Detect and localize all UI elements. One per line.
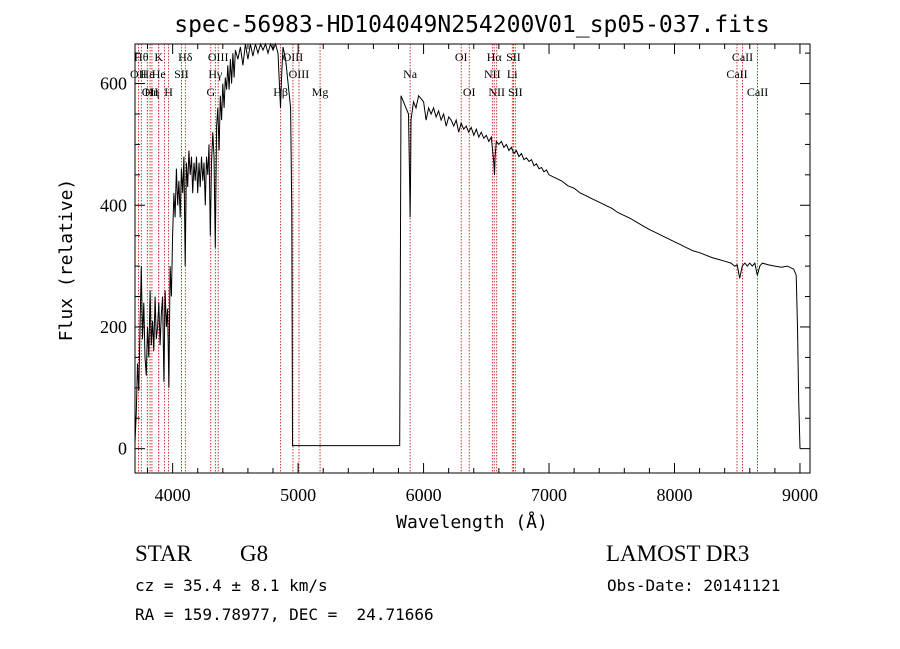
- x-tick-label: 4000: [155, 485, 191, 505]
- line-marker-label: Na: [403, 67, 418, 81]
- line-marker-label: SII: [508, 85, 523, 99]
- line-marker-label: OI: [463, 85, 476, 99]
- x-tick-label: 5000: [280, 485, 316, 505]
- line-marker-label: Hε: [140, 67, 154, 81]
- y-tick-label: 0: [118, 439, 127, 459]
- line-marker-label: He: [152, 67, 166, 81]
- line-marker-label: CaII: [726, 67, 747, 81]
- spectrum-series: [134, 42, 801, 449]
- line-marker-label: NII: [488, 85, 505, 99]
- survey-name: LAMOST DR3: [606, 541, 749, 566]
- line-marker-label: OII: [142, 85, 159, 99]
- redshift-cz: cz = 35.4 ± 8.1 km/s: [135, 576, 328, 595]
- spectrum-line: [134, 42, 801, 449]
- line-marker-label: Mg: [312, 85, 329, 99]
- object-class: STAR: [135, 541, 193, 566]
- y-axis-label: Flux (relative): [56, 179, 77, 342]
- plot-frame: [134, 43, 811, 474]
- line-marker-label: CaII: [747, 85, 768, 99]
- line-marker-label: Hγ: [208, 67, 223, 81]
- line-markers: [137, 44, 758, 473]
- line-marker-label: Hθ: [134, 50, 149, 64]
- object-subclass: G8: [240, 541, 268, 566]
- y-tick-label: 400: [100, 195, 127, 215]
- line-marker-label: OIII: [208, 50, 229, 64]
- line-marker-label: K: [154, 50, 163, 64]
- line-marker-label: NII: [484, 67, 501, 81]
- line-marker-label: SII: [506, 50, 521, 64]
- line-marker-label: Hα: [487, 50, 503, 64]
- line-marker-label: OI: [455, 50, 468, 64]
- x-tick-label: 8000: [656, 485, 692, 505]
- line-marker-label: SII: [174, 67, 189, 81]
- line-marker-label: CaII: [732, 50, 753, 64]
- line-marker-label: OII: [130, 67, 147, 81]
- coordinates: RA = 159.78977, DEC = 24.71666: [135, 605, 434, 624]
- observation-date: Obs-Date: 20141121: [607, 576, 780, 595]
- x-tick-label: 7000: [531, 485, 567, 505]
- y-tick-label: 600: [100, 74, 127, 94]
- line-marker-label: Li: [507, 67, 518, 81]
- line-marker-label: OIII: [289, 67, 310, 81]
- line-marker-label: H: [164, 85, 173, 99]
- x-axis-label: Wavelength (Å): [396, 511, 548, 533]
- line-marker-label: G: [206, 85, 215, 99]
- x-tick-label: 9000: [782, 485, 818, 505]
- axes: 4000 5000 6000 7000 8000 9000 0 200 400 600: [100, 44, 818, 505]
- line-marker-label: Hη: [144, 85, 159, 99]
- x-tick-label: 6000: [406, 485, 442, 505]
- chart-title: spec-56983-HD104049N254200V01_sp05-037.f…: [174, 12, 769, 38]
- line-marker-label: Hδ: [178, 50, 193, 64]
- line-marker-labels: HθOIIHεOIIHηKHeHHδSIIGHγOIIIHβOIIIOIIIMg…: [130, 50, 768, 99]
- y-tick-label: 200: [100, 317, 127, 337]
